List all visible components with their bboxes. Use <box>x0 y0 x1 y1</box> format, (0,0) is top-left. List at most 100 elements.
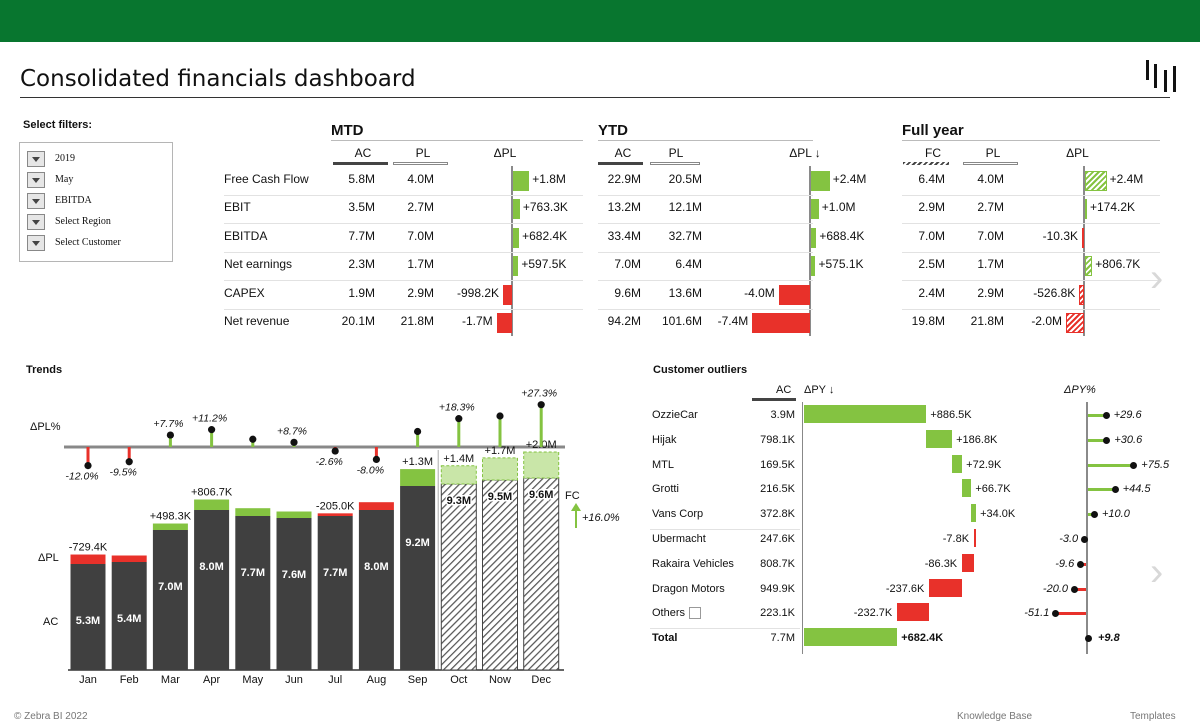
row-label[interactable]: EBIT <box>224 200 251 215</box>
pct-dot[interactable] <box>84 462 92 470</box>
filter-dropdown-icon[interactable] <box>27 172 45 188</box>
delta-pl-bar[interactable] <box>317 513 353 516</box>
total-label[interactable]: Total <box>652 632 678 645</box>
delta-pl-bar[interactable] <box>400 469 436 486</box>
pct-dot[interactable] <box>1085 635 1092 643</box>
actual-bar[interactable] <box>70 564 106 670</box>
next-page-icon[interactable]: › <box>1150 550 1164 594</box>
col-mtd-pl[interactable]: PL <box>415 146 431 160</box>
pct-dot[interactable] <box>208 426 216 434</box>
delta-bar[interactable] <box>496 313 512 333</box>
pct-dot[interactable] <box>1102 412 1110 419</box>
row-label[interactable]: Free Cash Flow <box>224 172 309 186</box>
delta-bar[interactable] <box>503 284 512 305</box>
waterfall-bar[interactable] <box>952 454 963 473</box>
filter-dropdown-icon[interactable] <box>27 193 45 209</box>
actual-bar[interactable] <box>235 516 271 670</box>
delta-bar[interactable] <box>513 227 520 248</box>
delta-bar[interactable] <box>811 171 830 191</box>
col-mtd-dpl[interactable]: ΔPL <box>493 146 517 160</box>
knowledge-base-link[interactable]: Knowledge Base <box>957 711 1033 722</box>
forecast-bar[interactable] <box>440 483 477 671</box>
next-page-icon[interactable]: › <box>1150 256 1164 300</box>
delta-pl-bar[interactable] <box>276 511 312 519</box>
pct-dot[interactable] <box>455 415 463 423</box>
delta-bar[interactable] <box>513 171 530 191</box>
delta-bar[interactable] <box>513 256 519 277</box>
waterfall-bar[interactable] <box>926 429 953 448</box>
pct-dot[interactable] <box>1130 461 1138 469</box>
col-ytd-dpl[interactable]: ΔPL ↓ <box>789 146 821 160</box>
waterfall-bar[interactable] <box>929 578 963 597</box>
pct-dot[interactable] <box>414 427 422 436</box>
delta-bar[interactable] <box>1085 256 1093 277</box>
filter-dropdown-icon[interactable] <box>27 235 45 251</box>
col-fy-dpl[interactable]: ΔPL <box>1066 146 1089 160</box>
expand-icon[interactable] <box>689 607 702 620</box>
delta-bar[interactable] <box>1085 199 1087 220</box>
actual-bar[interactable] <box>152 530 188 670</box>
actual-bar[interactable] <box>276 518 312 670</box>
delta-bar[interactable] <box>1085 171 1107 191</box>
delta-pl-bar[interactable] <box>358 502 394 510</box>
delta-bar[interactable] <box>1066 313 1084 333</box>
waterfall-bar[interactable] <box>962 553 975 572</box>
templates-link[interactable]: Templates <box>1130 711 1176 722</box>
row-label[interactable]: CAPEX <box>224 285 265 300</box>
customer-name[interactable]: OzzieCar <box>652 409 698 421</box>
delta-bar[interactable] <box>1082 227 1084 248</box>
col-outliers-ac[interactable]: AC <box>776 384 792 396</box>
delta-bar[interactable] <box>1079 284 1084 305</box>
waterfall-bar[interactable] <box>897 603 930 622</box>
pct-dot[interactable] <box>166 431 174 439</box>
filter-dropdown-icon[interactable] <box>27 214 45 230</box>
col-outliers-dpy[interactable]: ΔPY ↓ <box>804 384 835 396</box>
delta-bar[interactable] <box>811 256 816 277</box>
pct-dot[interactable] <box>372 455 380 463</box>
customer-name[interactable]: Grotti <box>652 483 679 496</box>
waterfall-bar[interactable] <box>971 504 977 523</box>
pct-dot[interactable] <box>125 458 133 466</box>
actual-bar[interactable] <box>400 486 436 670</box>
pct-dot[interactable] <box>1091 511 1098 519</box>
delta-bar[interactable] <box>811 227 817 248</box>
total-bar[interactable] <box>804 628 898 647</box>
pct-dot[interactable] <box>1103 436 1111 444</box>
delta-pl-bar[interactable] <box>111 555 147 563</box>
delta-bar[interactable] <box>752 313 810 333</box>
row-label[interactable]: EBITDA <box>224 228 268 243</box>
col-ytd-pl[interactable]: PL <box>668 146 684 160</box>
actual-bar[interactable] <box>111 562 147 670</box>
customer-name[interactable]: Rakaira Vehicles <box>652 557 734 570</box>
pct-dot[interactable] <box>496 412 504 420</box>
pct-dot[interactable] <box>1077 560 1085 568</box>
delta-bar[interactable] <box>513 199 520 220</box>
forecast-bar[interactable] <box>482 479 518 671</box>
delta-pl-bar[interactable] <box>235 508 271 516</box>
pct-dot[interactable] <box>1052 610 1060 618</box>
waterfall-bar[interactable] <box>804 405 927 423</box>
customer-name[interactable]: MTL <box>652 458 674 471</box>
col-fy-fc[interactable]: FC <box>925 146 941 160</box>
pct-dot[interactable] <box>249 435 257 443</box>
pct-dot[interactable] <box>1111 486 1119 494</box>
actual-bar[interactable] <box>358 510 394 670</box>
row-label[interactable]: Net earnings <box>224 257 293 272</box>
actual-bar[interactable] <box>194 510 230 670</box>
col-outliers-dpy-pct[interactable]: ΔPY% <box>1064 384 1096 396</box>
delta-pl-bar[interactable] <box>194 499 230 510</box>
actual-bar[interactable] <box>317 516 353 670</box>
delta-pl-bar[interactable] <box>523 451 560 479</box>
delta-bar[interactable] <box>778 284 810 305</box>
pct-dot[interactable] <box>331 447 339 455</box>
filter-dropdown-icon[interactable] <box>27 151 45 167</box>
delta-pl-bar[interactable] <box>152 523 188 530</box>
col-fy-pl[interactable]: PL <box>985 146 1001 160</box>
customer-name[interactable]: Ubermacht <box>652 533 706 545</box>
waterfall-bar[interactable] <box>974 529 977 547</box>
col-ytd-ac[interactable]: AC <box>614 146 632 160</box>
waterfall-bar[interactable] <box>962 479 972 498</box>
pct-dot[interactable] <box>537 401 545 409</box>
pct-dot[interactable] <box>290 438 298 446</box>
delta-pl-bar[interactable] <box>440 465 477 485</box>
